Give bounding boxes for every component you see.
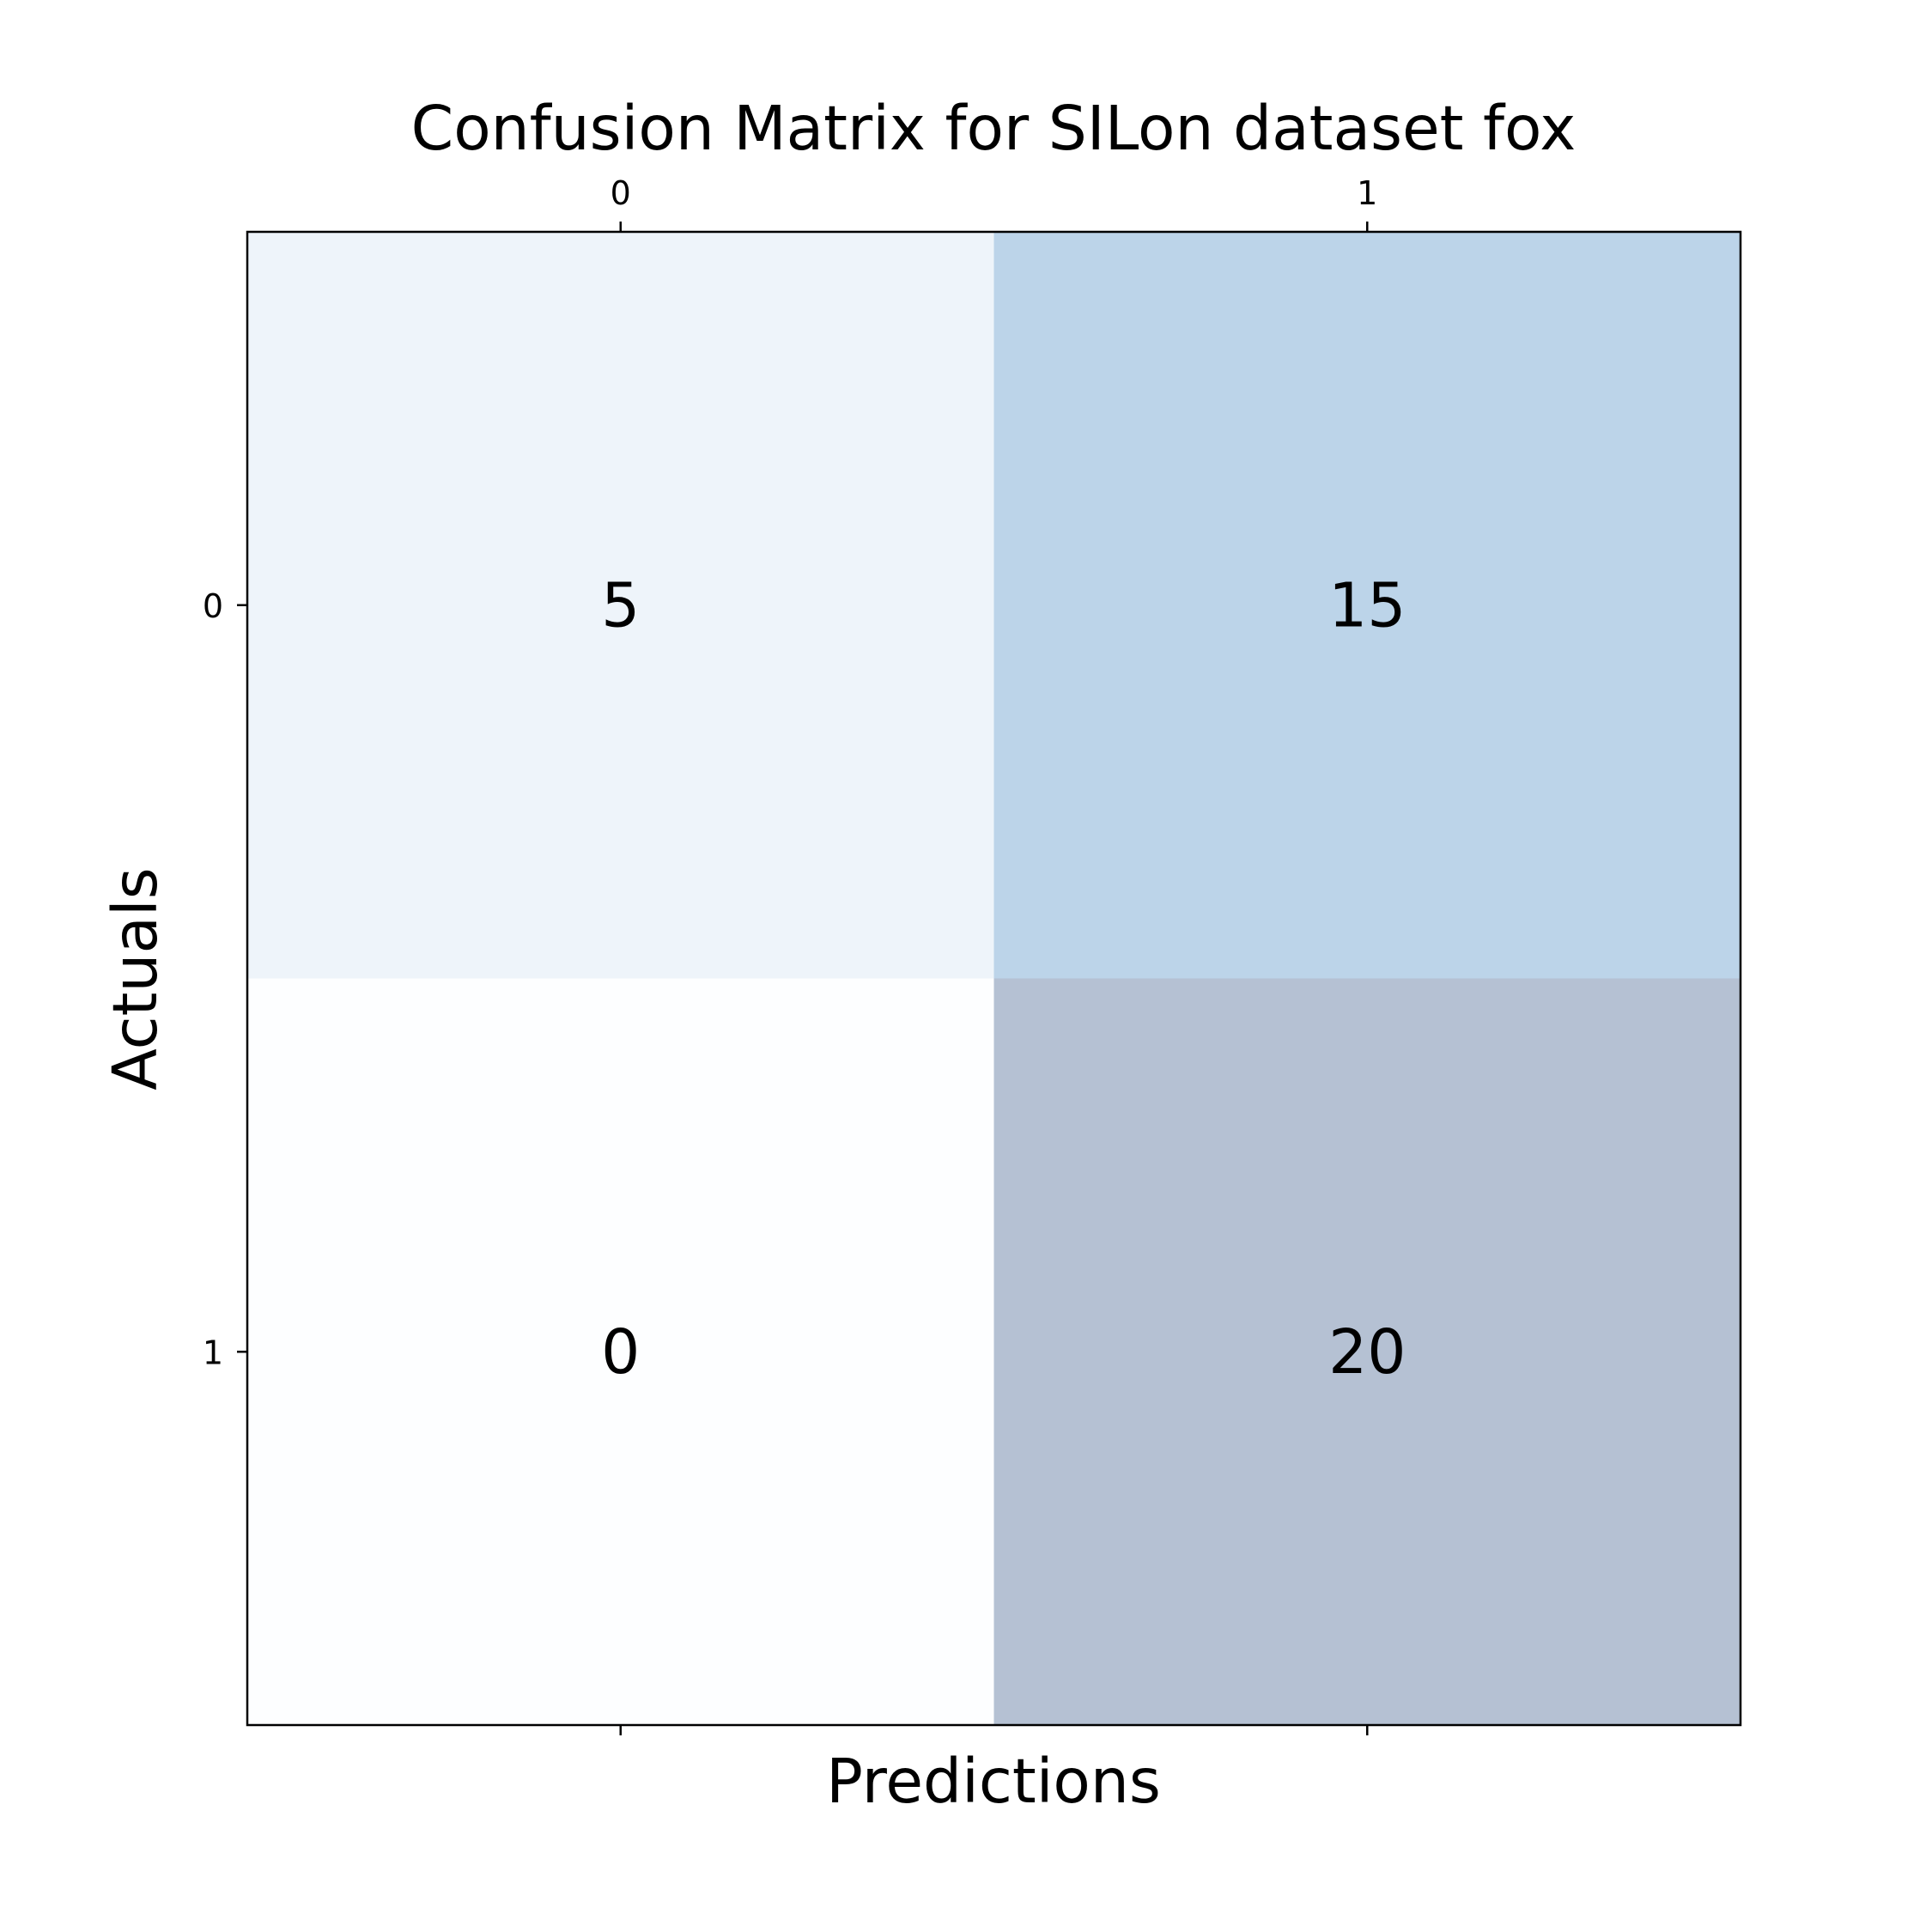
heatmap-cell-r0-c0 (247, 232, 994, 979)
heatmap-cells (247, 232, 1741, 1726)
chart-title: Confusion Matrix for SILon dataset fox (411, 93, 1577, 164)
cell-value-r1-c0: 0 (601, 1316, 640, 1388)
cell-value-labels: 5 15 0 20 (601, 569, 1406, 1388)
x-axis-label: Predictions (826, 1746, 1161, 1817)
y-tick-label-1: 1 (203, 1334, 223, 1371)
y-tick-label-0: 0 (203, 587, 223, 625)
heatmap-cell-r1-c0 (247, 978, 994, 1726)
heatmap-cell-r1-c1 (993, 978, 1741, 1726)
plot-frame (246, 230, 1742, 1727)
x-tick-label-0: 0 (611, 174, 631, 212)
heatmap-cell-r0-c1 (993, 232, 1741, 979)
cell-value-r0-c1: 15 (1328, 569, 1406, 641)
cell-value-r0-c0: 5 (601, 569, 640, 641)
cell-value-r1-c1: 20 (1328, 1316, 1406, 1388)
y-axis-label: Actuals (100, 867, 171, 1090)
x-tick-label-1: 1 (1357, 174, 1377, 212)
axis-ticks: 0 1 0 1 (203, 174, 1377, 1735)
